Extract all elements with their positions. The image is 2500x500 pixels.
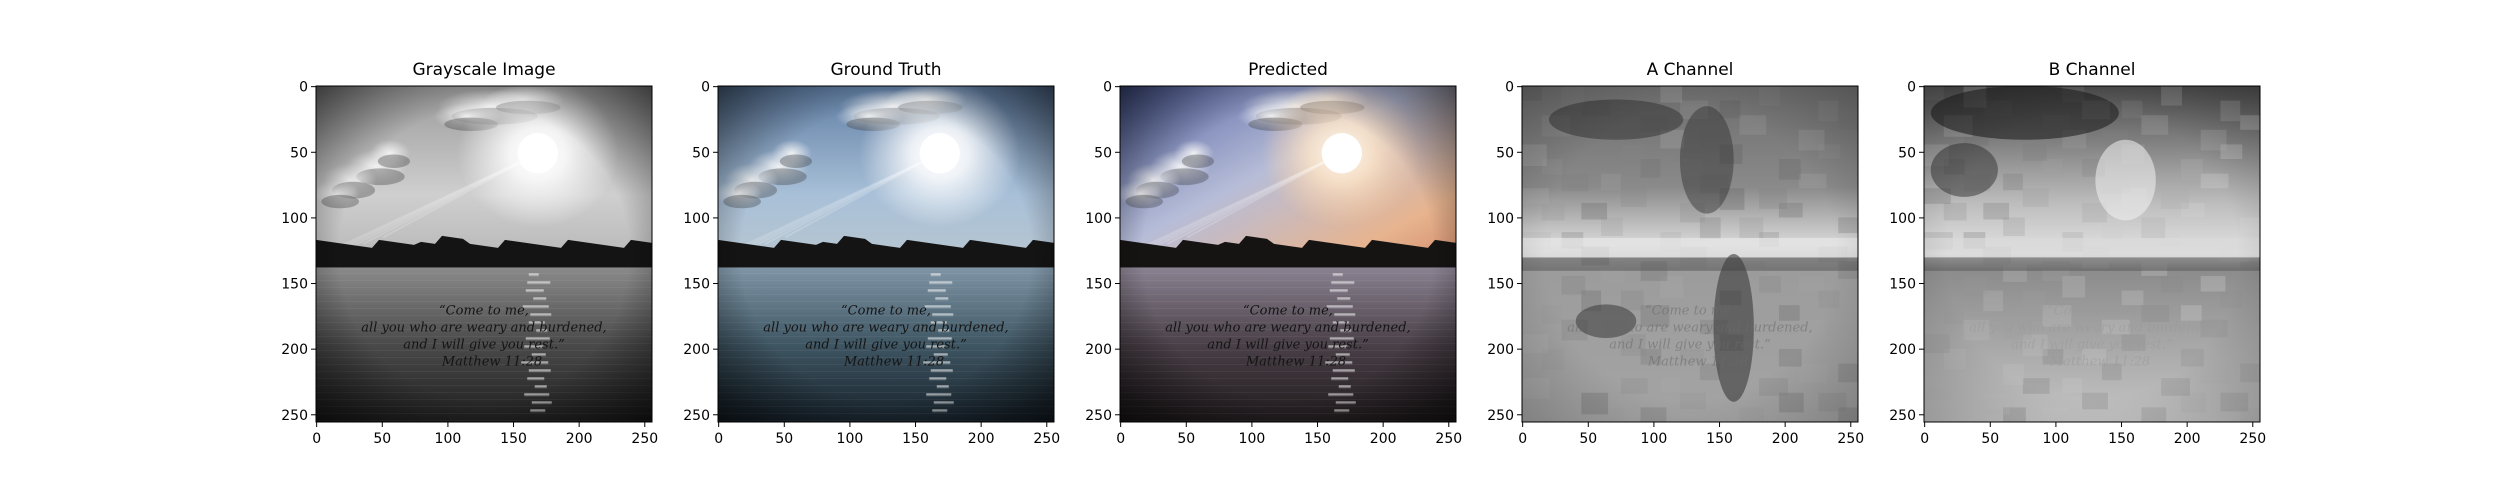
x-tick-label: 0	[1518, 431, 1527, 447]
panel-title: Grayscale Image	[412, 60, 555, 80]
x-tick-label: 0	[1920, 431, 1929, 447]
y-tick-label: 150	[683, 277, 710, 293]
x-tick-label: 200	[566, 431, 593, 447]
x-tick-label: 50	[1177, 431, 1195, 447]
y-tick-label: 150	[1487, 277, 1514, 293]
image-area: “Come to me,all you who are weary and bu…	[1120, 86, 1456, 422]
y-tick-label: 250	[1889, 408, 1916, 424]
y-tick-label: 100	[281, 211, 308, 227]
image-area: “Come to me,all you who are weary and bu…	[718, 86, 1054, 422]
y-tick-label: 150	[1889, 277, 1916, 293]
axes-frame	[1119, 85, 1457, 423]
x-tick-label: 200	[2174, 431, 2201, 447]
y-tick-label: 150	[281, 277, 308, 293]
axes-frame	[1521, 85, 1859, 423]
axes-frame	[717, 85, 1055, 423]
image-area: “Come to me,all you who are weary and bu…	[316, 86, 652, 422]
y-tick-label: 100	[1889, 211, 1916, 227]
panel-a: A Channel “Come to me,all you who are wea…	[1487, 60, 1864, 447]
image-content: “Come to me,all you who are weary and bu…	[718, 86, 1054, 422]
x-tick-label: 0	[312, 431, 321, 447]
x-tick-label: 0	[1116, 431, 1125, 447]
y-tick-label: 200	[1487, 342, 1514, 358]
y-tick-label: 0	[701, 80, 710, 96]
panel-title: Ground Truth	[830, 60, 941, 80]
y-tick-label: 250	[1487, 408, 1514, 424]
x-tick-label: 50	[1981, 431, 1999, 447]
x-tick-label: 250	[1033, 431, 1060, 447]
image-content: “Come to me,all you who are weary and bu…	[1120, 86, 1456, 422]
x-tick-label: 250	[1837, 431, 1864, 447]
x-tick-label: 100	[1239, 431, 1266, 447]
y-tick-label: 50	[1094, 145, 1112, 161]
panel-title: Predicted	[1248, 60, 1328, 80]
image-content: “Come to me,all you who are weary and bu…	[316, 86, 652, 422]
x-tick-label: 150	[2108, 431, 2135, 447]
y-tick-label: 250	[1085, 408, 1112, 424]
y-tick-label: 50	[290, 145, 308, 161]
image-area: “Come to me,all you who are weary and bu…	[1924, 86, 2260, 422]
panel-title: B Channel	[2049, 60, 2136, 80]
x-tick-label: 150	[1304, 431, 1331, 447]
x-tick-label: 250	[2239, 431, 2266, 447]
x-tick-label: 150	[1706, 431, 1733, 447]
x-tick-label: 50	[775, 431, 793, 447]
x-tick-label: 250	[1435, 431, 1462, 447]
x-tick-label: 50	[373, 431, 391, 447]
panel-b: B Channel “Come to me,all you who are wea…	[1889, 60, 2266, 447]
x-tick-label: 100	[2043, 431, 2070, 447]
y-tick-label: 250	[683, 408, 710, 424]
image-content: “Come to me,all you who are weary and bu…	[1924, 86, 2260, 422]
y-tick-label: 0	[299, 80, 308, 96]
vignette	[316, 86, 652, 422]
y-tick-label: 250	[281, 408, 308, 424]
y-tick-label: 50	[1496, 145, 1514, 161]
x-tick-label: 100	[1641, 431, 1668, 447]
x-tick-label: 50	[1579, 431, 1597, 447]
panel-title: A Channel	[1647, 60, 1734, 80]
y-tick-label: 100	[683, 211, 710, 227]
x-tick-label: 100	[837, 431, 864, 447]
vignette	[718, 86, 1054, 422]
axes-frame	[315, 85, 653, 423]
x-tick-label: 200	[1370, 431, 1397, 447]
y-tick-label: 200	[683, 342, 710, 358]
y-tick-label: 0	[1103, 80, 1112, 96]
x-tick-label: 100	[435, 431, 462, 447]
y-tick-label: 0	[1505, 80, 1514, 96]
y-tick-label: 100	[1085, 211, 1112, 227]
y-tick-label: 200	[1085, 342, 1112, 358]
y-tick-label: 50	[1898, 145, 1916, 161]
y-tick-label: 50	[692, 145, 710, 161]
y-tick-label: 200	[281, 342, 308, 358]
image-content: “Come to me,all you who are weary and bu…	[1522, 86, 1858, 422]
image-area: “Come to me,all you who are weary and bu…	[1522, 86, 1858, 422]
panel-pred: Predicted “Come to me,all you who are wea…	[1085, 60, 1462, 447]
axes-frame	[1923, 85, 2261, 423]
y-tick-label: 150	[1085, 277, 1112, 293]
x-tick-label: 250	[631, 431, 658, 447]
panel-gray: Grayscale Image “Come to me,all you who a…	[281, 60, 658, 447]
y-tick-label: 200	[1889, 342, 1916, 358]
x-tick-label: 0	[714, 431, 723, 447]
x-tick-label: 200	[1772, 431, 1799, 447]
y-tick-label: 0	[1907, 80, 1916, 96]
panel-truth: Ground Truth “Come to me,all you who are …	[683, 60, 1060, 447]
x-tick-label: 150	[500, 431, 527, 447]
vignette	[1120, 86, 1456, 422]
x-tick-label: 200	[968, 431, 995, 447]
y-tick-label: 100	[1487, 211, 1514, 227]
x-tick-label: 150	[902, 431, 929, 447]
